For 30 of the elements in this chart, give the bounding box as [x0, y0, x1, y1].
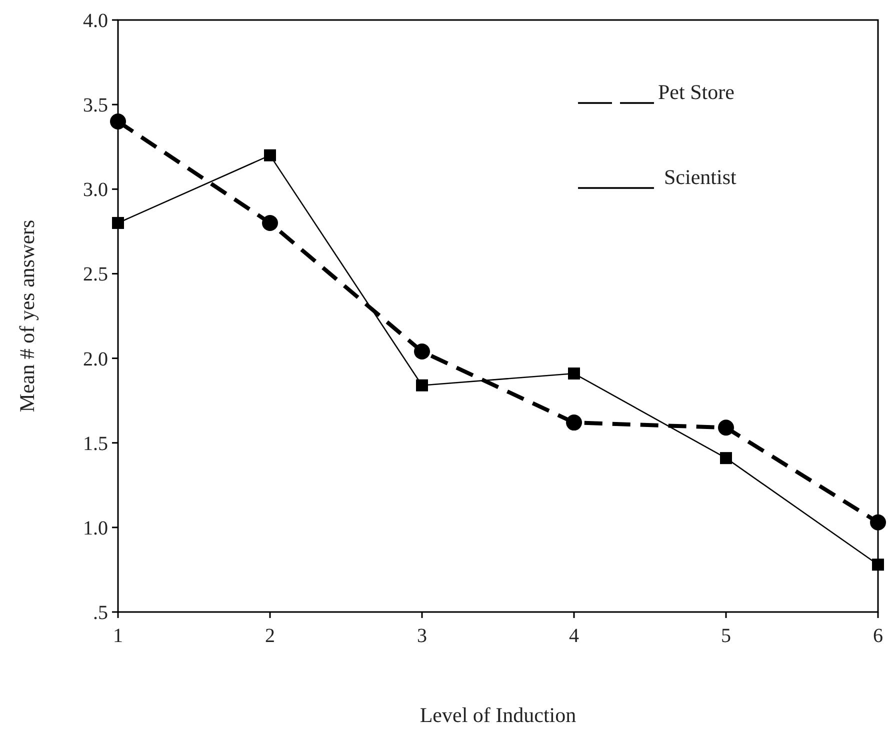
- x-tick-label: 6: [873, 625, 883, 647]
- x-tick-label: 4: [569, 625, 579, 647]
- point: [262, 214, 278, 231]
- x-tick-label: 1: [113, 625, 123, 647]
- point: [112, 216, 124, 229]
- x-axis-title: Level of Induction: [420, 703, 577, 727]
- legend-label: Pet Store: [658, 80, 734, 104]
- point: [414, 344, 430, 360]
- point: [872, 558, 884, 571]
- y-tick-label: 3.0: [83, 179, 108, 202]
- point: [870, 514, 886, 530]
- y-tick-label: 1.0: [83, 517, 108, 540]
- legend-label: Scientist: [664, 165, 736, 189]
- x-tick-label: 2: [265, 625, 275, 647]
- point: [568, 368, 580, 380]
- point: [416, 379, 428, 392]
- point: [720, 452, 732, 464]
- x-tick-label: 5: [721, 625, 731, 647]
- x-tick-label: 3: [417, 625, 427, 647]
- point: [718, 420, 734, 436]
- y-tick-label: 1.5: [83, 432, 108, 455]
- y-tick-label: 3.5: [83, 94, 108, 117]
- y-tick-label: 2.5: [83, 264, 108, 286]
- y-tick-label: .5: [93, 602, 108, 624]
- y-axis-title: Mean # of yes answers: [15, 220, 39, 412]
- y-tick-label: 4.0: [83, 10, 108, 32]
- y-tick-label: 2.0: [83, 348, 108, 370]
- point: [110, 113, 126, 130]
- point: [566, 414, 582, 431]
- point: [264, 149, 276, 162]
